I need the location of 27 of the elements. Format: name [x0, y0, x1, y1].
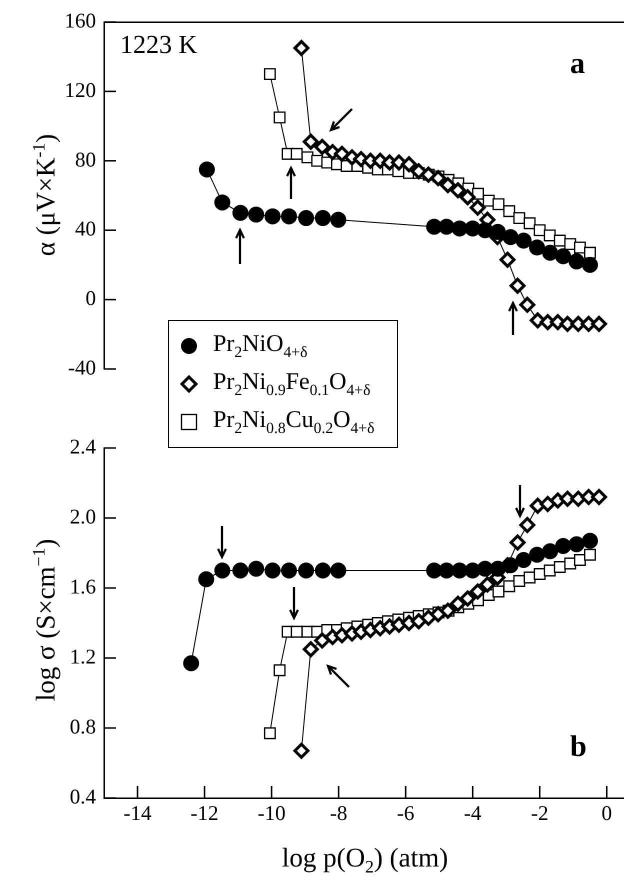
legend-label: Pr$_{2}$Ni$_{0.8}$Cu$_{0.2}$O$_{4+δ}$: [213, 406, 374, 438]
x-tick-label: -14: [124, 801, 152, 826]
y-tick-label: 160: [64, 8, 96, 33]
y-tick-label: 1.6: [70, 574, 96, 599]
y-tick-label: 1.2: [70, 644, 96, 669]
x-tick-label: -8: [330, 801, 348, 826]
x-tick-label: -4: [464, 801, 482, 826]
x-tick-label: -2: [530, 801, 548, 826]
x-tick-label: 0: [601, 801, 612, 826]
x-tick-label: -10: [258, 801, 286, 826]
annotation: 1223 K: [120, 30, 198, 60]
legend-label: Pr$_{2}$NiO$_{4+δ}$: [213, 330, 308, 362]
x-axis-title: log p(O$_{2}$) (atm): [282, 842, 448, 878]
y-tick-label: 2.4: [70, 434, 96, 459]
legend-label: Pr$_{2}$Ni$_{0.9}$Fe$_{0.1}$O$_{4+δ}$: [213, 368, 370, 400]
y-tick-label: 80: [75, 147, 96, 172]
y-tick-label: 0.4: [70, 784, 96, 809]
annotation: b: [570, 730, 587, 764]
y-tick-label: -40: [68, 356, 96, 380]
y-tick-label: 0: [86, 286, 96, 310]
x-tick-label: -12: [190, 801, 219, 826]
y-tick-label: 2.0: [70, 504, 96, 529]
y-tick-label: 120: [64, 78, 96, 102]
annotation: a: [570, 47, 585, 81]
x-tick-label: -6: [396, 801, 414, 826]
y-tick-label: 40: [75, 216, 96, 241]
y-tick-label: 0.8: [70, 714, 96, 739]
